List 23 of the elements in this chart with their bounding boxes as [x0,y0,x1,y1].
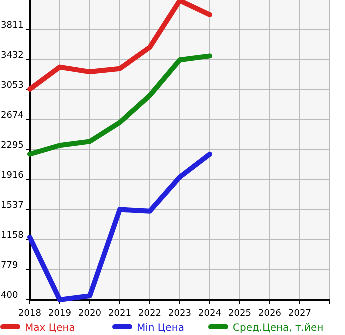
x-tick-label: 2019 [48,309,72,319]
x-tick-label: 2024 [198,309,222,319]
legend-label: Min Цена [137,323,185,334]
y-tick-label: 3811 [1,21,24,31]
y-tick-label: 3432 [1,51,24,61]
y-tick-label: 1158 [1,231,24,241]
x-tick-label: 2022 [138,309,162,319]
y-tick-label: 2295 [1,141,24,151]
x-tick-label: 2018 [18,309,42,319]
x-tick-label: 2027 [288,309,312,319]
y-tick-label: 3053 [1,81,24,91]
x-tick-label: 2023 [168,309,192,319]
y-tick-label: 779 [1,261,18,271]
legend-label: Max Цена [25,323,76,334]
x-tick-label: 2020 [78,309,102,319]
y-tick-label: 2674 [1,111,24,121]
y-tick-label: 1916 [1,171,24,181]
x-tick-label: 2025 [228,309,252,319]
y-tick-label: 1537 [1,201,24,211]
x-tick-label: 2026 [258,309,282,319]
y-tick-label: 400 [1,291,18,301]
legend-label: Сред.Цена, т.йен [233,323,324,334]
x-tick-label: 2021 [108,309,132,319]
